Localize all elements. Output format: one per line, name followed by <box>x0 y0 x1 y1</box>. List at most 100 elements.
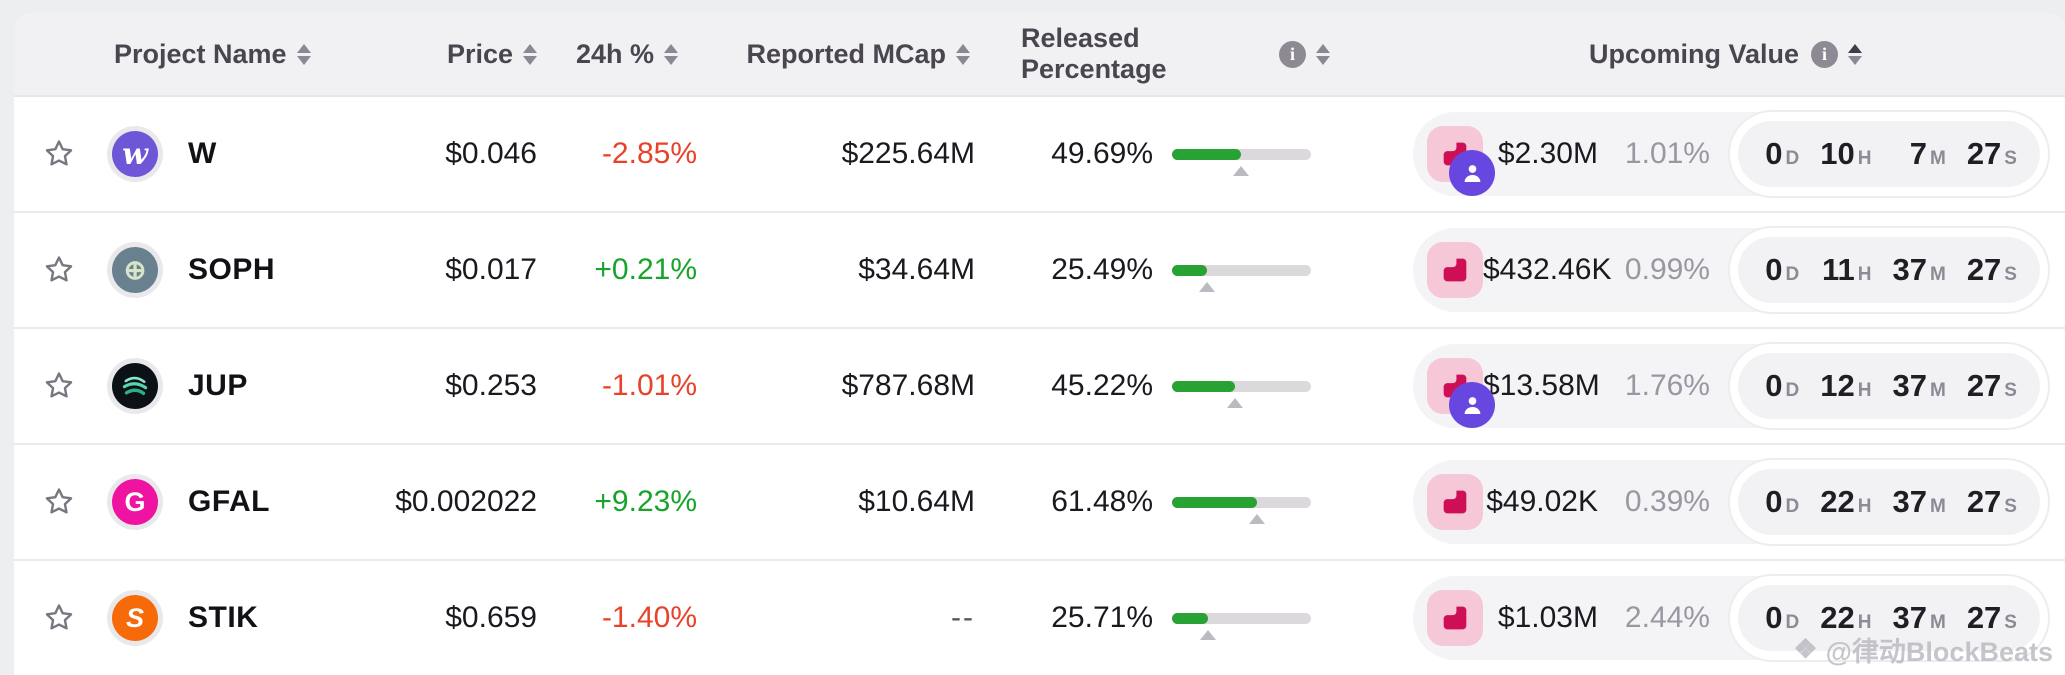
project-name-cell[interactable]: w W <box>94 131 350 177</box>
column-header-price[interactable]: Price <box>350 39 537 70</box>
token-ticker: SOPH <box>188 253 276 286</box>
info-icon[interactable]: i <box>1279 40 1306 68</box>
released-percentage-value: 25.49% <box>1051 253 1153 286</box>
upcoming-unlock-value: $49.02K <box>1486 485 1598 518</box>
sort-icon[interactable] <box>1316 43 1330 65</box>
column-label: Reported MCap <box>746 38 946 69</box>
table-row[interactable]: JUP $0.253 -1.01% $787.68M 45.22% <box>14 329 2065 445</box>
countdown-seconds-unit: S <box>2004 380 2018 401</box>
jupiter-logo-icon <box>122 376 148 396</box>
token-logo <box>112 363 158 409</box>
private-investor-unlock-icon <box>1449 150 1495 196</box>
price-cell: $0.046 <box>445 137 537 170</box>
reported-mcap-cell: -- <box>951 601 975 634</box>
released-progress-bar <box>1172 380 1311 408</box>
person-glyph <box>1464 164 1480 182</box>
watermark-text: @律动BlockBeats <box>1825 637 2053 667</box>
sort-icon[interactable] <box>523 43 537 65</box>
price-cell: $0.002022 <box>395 485 537 518</box>
sort-icon[interactable] <box>956 43 970 65</box>
star-icon <box>45 488 73 514</box>
progress-marker-icon <box>1199 629 1216 640</box>
favorite-star-button[interactable] <box>42 253 76 287</box>
table-row[interactable]: G GFAL $0.002022 +9.23% $10.64M 61.48% <box>14 445 2065 561</box>
countdown-seconds: 27 <box>1966 484 2002 519</box>
sort-icon[interactable] <box>664 43 678 65</box>
countdown-minutes-unit: M <box>1929 612 1947 633</box>
change-24h-cell: -1.40% <box>601 601 697 634</box>
project-name-cell[interactable]: S STIK <box>94 595 350 641</box>
column-header-released-percentage[interactable]: Released Percentage i <box>975 23 1330 85</box>
token-ticker: STIK <box>188 601 259 634</box>
released-percentage-cell: 49.69% <box>975 137 1330 176</box>
table-row[interactable]: S STIK $0.659 -1.40% -- 25.71% <box>14 561 2065 675</box>
project-name-cell[interactable]: JUP <box>94 363 350 409</box>
countdown-minutes: 37 <box>1892 368 1927 403</box>
countdown-hours: 22 <box>1820 600 1855 635</box>
unlock-type-icons <box>1427 126 1495 196</box>
unlock-type-icons <box>1427 590 1483 646</box>
column-header-project-name[interactable]: Project Name <box>94 39 350 70</box>
reported-mcap-cell: $225.64M <box>841 137 975 170</box>
countdown-hours-unit: H <box>1857 380 1872 401</box>
change-24h-cell: -1.01% <box>601 369 697 402</box>
favorite-star-button[interactable] <box>42 137 76 171</box>
countdown-seconds: 27 <box>1966 600 2002 635</box>
project-name-cell[interactable]: ⊕ SOPH <box>94 247 350 293</box>
unlock-type-icons <box>1427 242 1483 298</box>
upcoming-unlock-value: $432.46K <box>1483 253 1612 286</box>
upcoming-unlock-percent: 1.76% <box>1624 369 1710 402</box>
countdown-days: 0 <box>1765 136 1783 171</box>
progress-marker-icon <box>1233 165 1250 176</box>
price-cell: $0.253 <box>445 369 537 402</box>
released-percentage-value: 45.22% <box>1051 369 1153 402</box>
countdown-hours-unit: H <box>1857 264 1872 285</box>
column-label: Project Name <box>114 38 287 69</box>
progress-marker-icon <box>1226 397 1243 408</box>
cliff-step-glyph <box>1443 490 1467 514</box>
info-icon[interactable]: i <box>1811 40 1839 68</box>
countdown-minutes: 37 <box>1892 252 1927 287</box>
cliff-unlock-icon <box>1427 242 1483 298</box>
column-header-24h-change[interactable]: 24h % <box>537 39 697 70</box>
project-name-cell[interactable]: G GFAL <box>94 479 350 525</box>
countdown-seconds: 27 <box>1966 252 2002 287</box>
star-icon <box>45 604 73 630</box>
column-header-upcoming-value[interactable]: Upcoming Value i <box>1330 39 2065 70</box>
token-logo-glyph: G <box>124 486 146 517</box>
countdown-hours: 11 <box>1821 252 1855 287</box>
countdown-seconds-unit: S <box>2004 496 2018 517</box>
progress-marker-icon <box>1199 281 1216 292</box>
price-cell: $0.659 <box>445 601 537 634</box>
token-logo-glyph: S <box>125 602 144 633</box>
sort-icon-active-asc[interactable] <box>1848 43 1863 65</box>
upcoming-unlock-value: $13.58M <box>1483 369 1600 402</box>
column-label: 24h % <box>575 38 654 69</box>
favorite-star-button[interactable] <box>42 369 76 403</box>
favorite-star-button[interactable] <box>42 601 76 635</box>
countdown-hours-unit: H <box>1857 496 1872 517</box>
column-label: Released Percentage <box>1021 23 1167 84</box>
countdown-minutes-unit: M <box>1929 496 1947 517</box>
countdown-minutes-unit: M <box>1929 264 1947 285</box>
column-label: Price <box>446 38 513 69</box>
progress-fill <box>1172 496 1258 508</box>
table-row[interactable]: ⊕ SOPH $0.017 +0.21% $34.64M 25.49% <box>14 213 2065 329</box>
upcoming-unlock-percent: 0.99% <box>1624 253 1710 286</box>
upcoming-unlock-value: $2.30M <box>1497 137 1598 170</box>
table-row[interactable]: w W $0.046 -2.85% $225.64M 49.69% <box>14 97 2065 213</box>
column-header-reported-mcap[interactable]: Reported MCap <box>697 39 975 70</box>
reported-mcap-cell: $34.64M <box>858 253 975 286</box>
favorite-star-button[interactable] <box>42 485 76 519</box>
sort-icon[interactable] <box>296 43 311 65</box>
unlock-type-icons <box>1427 474 1483 530</box>
